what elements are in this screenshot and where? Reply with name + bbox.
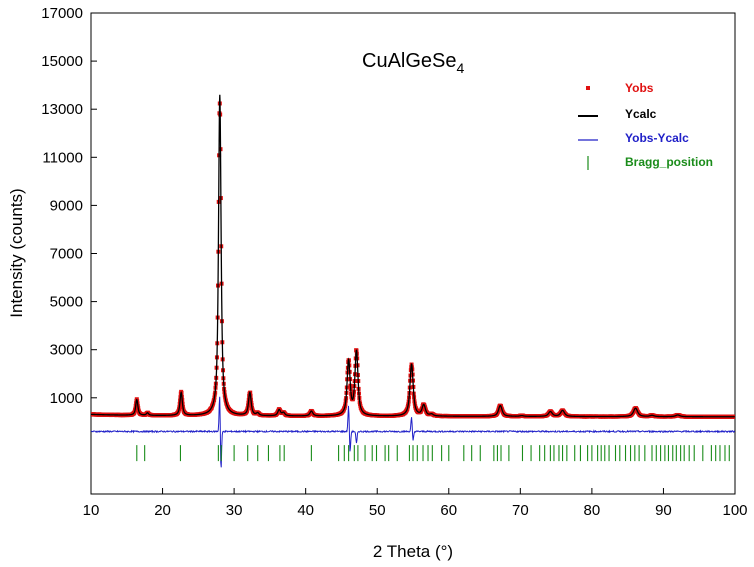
x-tick-label: 40 [297,502,314,519]
legend: Yobs Ycalc Yobs-Ycalc Bragg_position [578,81,713,170]
y-tick-label: 17000 [41,5,83,22]
x-axis-title: 2 Theta (°) [373,542,453,561]
legend-label-ycalc: Ycalc [625,107,657,121]
x-axis: 10 20 30 40 50 60 70 80 90 100 [83,488,748,519]
y-axis-title: Intensity (counts) [7,188,26,317]
x-tick-label: 30 [226,502,243,519]
y-tick-label: 3000 [50,342,83,359]
chart-title: CuAlGeSe4 [362,50,465,76]
series-diff [91,396,735,468]
x-tick-label: 70 [512,502,529,519]
legend-label-yobs: Yobs [625,81,654,95]
legend-label-diff: Yobs-Ycalc [625,131,689,145]
chart-title-main: CuAlGeSe [362,50,457,72]
x-tick-label: 20 [154,502,171,519]
y-tick-label: 9000 [50,197,83,214]
x-tick-label: 90 [655,502,672,519]
y-tick-label: 7000 [50,246,83,263]
y-tick-label: 13000 [41,101,83,118]
x-tick-label: 100 [722,502,747,519]
y-tick-label: 1000 [50,390,83,407]
series-layer [91,94,735,468]
series-ycalc [91,94,735,418]
y-tick-label: 5000 [50,294,83,311]
x-tick-label: 50 [369,502,386,519]
y-tick-label: 15000 [41,53,83,70]
legend-marker-yobs [586,86,590,90]
series-bragg [136,445,730,462]
y-axis: 1000 3000 5000 7000 9000 11000 13000 15000 17000 [41,5,97,407]
x-tick-label: 10 [83,502,100,519]
x-tick-label: 80 [584,502,601,519]
chart-title-subscript: 4 [457,60,465,76]
x-tick-label: 60 [440,502,457,519]
legend-label-bragg: Bragg_position [625,155,713,169]
y-tick-label: 11000 [42,149,83,166]
